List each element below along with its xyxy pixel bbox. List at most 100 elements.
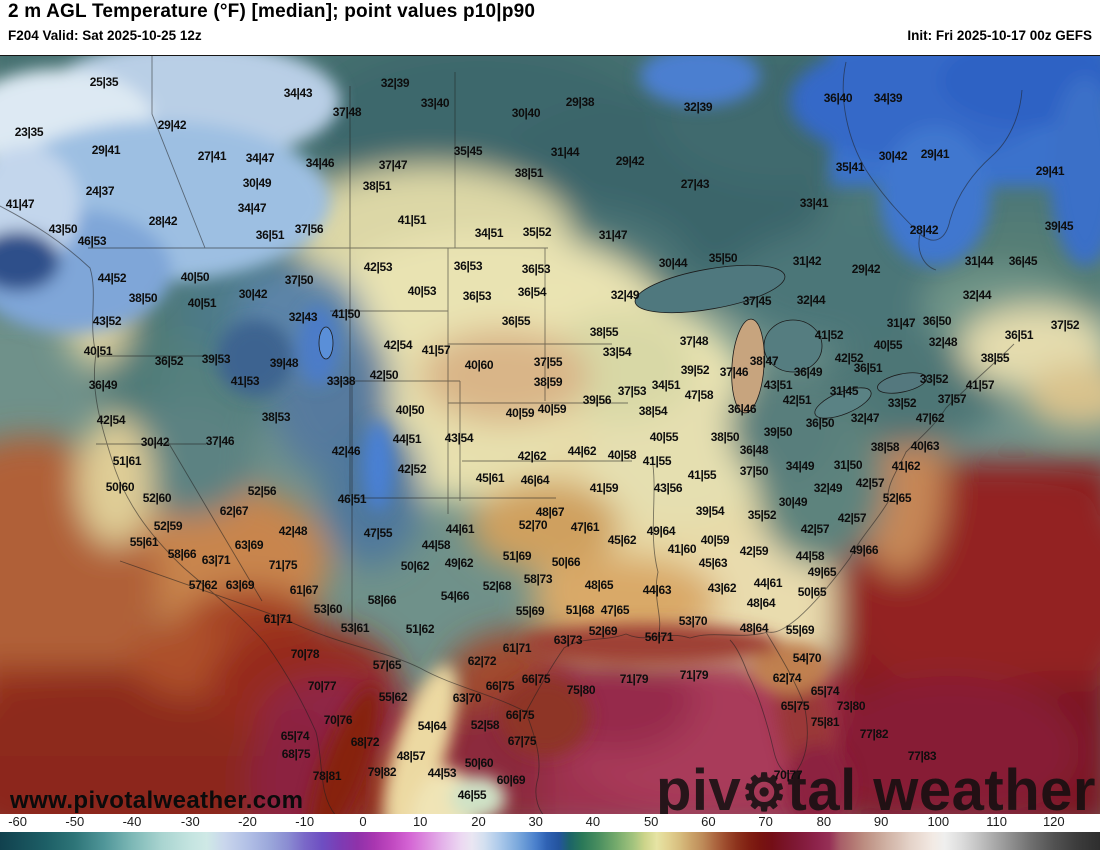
point-value: 41|53: [230, 374, 260, 388]
point-value: 51|62: [405, 622, 435, 636]
point-value: 31|47: [598, 228, 628, 242]
point-value: 53|70: [678, 614, 708, 628]
point-value: 36|49: [88, 378, 118, 392]
point-value: 34|49: [785, 459, 815, 473]
point-value: 41|47: [5, 197, 35, 211]
point-value: 34|46: [305, 156, 335, 170]
point-value: 46|53: [77, 234, 107, 248]
point-value: 36|53: [453, 259, 483, 273]
colorbar-tick: 90: [873, 814, 889, 829]
point-value: 39|53: [201, 352, 231, 366]
point-value: 47|65: [600, 603, 630, 617]
point-value: 57|65: [372, 658, 402, 672]
point-value: 47|61: [570, 520, 600, 534]
gear-icon: ⚙: [741, 764, 788, 816]
point-value: 40|50: [395, 403, 425, 417]
point-value: 40|50: [180, 270, 210, 284]
point-value: 31|44: [964, 254, 994, 268]
lakes: [318, 264, 927, 419]
point-value: 55|62: [378, 690, 408, 704]
point-value: 49|65: [807, 565, 837, 579]
point-value: 30|49: [242, 176, 272, 190]
point-value: 28|42: [148, 214, 178, 228]
point-value: 68|72: [350, 735, 380, 749]
point-value: 49|62: [444, 556, 474, 570]
point-value: 40|59: [537, 402, 567, 416]
point-value: 36|46: [727, 402, 757, 416]
point-value: 55|69: [785, 623, 815, 637]
point-value: 27|43: [680, 177, 710, 191]
colorbar-tick: 40: [585, 814, 601, 829]
point-value: 32|49: [610, 288, 640, 302]
point-value: 50|60: [464, 756, 494, 770]
point-value: 39|45: [1044, 219, 1074, 233]
point-value: 29|38: [565, 95, 595, 109]
point-value: 38|51: [514, 166, 544, 180]
point-value: 71|79: [679, 668, 709, 682]
point-value: 34|51: [651, 378, 681, 392]
point-value: 30|42: [238, 287, 268, 301]
point-value: 34|51: [474, 226, 504, 240]
point-value: 28|42: [909, 223, 939, 237]
point-value: 44|51: [392, 432, 422, 446]
point-value: 36|53: [462, 289, 492, 303]
point-value: 41|51: [397, 213, 427, 227]
point-value: 36|45: [1008, 254, 1038, 268]
point-value: 46|55: [457, 788, 487, 802]
point-value: 37|57: [937, 392, 967, 406]
point-value: 53|60: [313, 602, 343, 616]
point-value: 78|81: [312, 769, 342, 783]
point-value: 23|35: [14, 125, 44, 139]
point-value: 48|57: [396, 749, 426, 763]
init-time-label: Init: Fri 2025-10-17 00z GEFS: [907, 28, 1092, 43]
point-value: 36|51: [1004, 328, 1034, 342]
point-value: 35|45: [453, 144, 483, 158]
point-value: 38|53: [261, 410, 291, 424]
point-value: 39|52: [680, 363, 710, 377]
point-value: 47|58: [684, 388, 714, 402]
point-value: 44|53: [427, 766, 457, 780]
brand-text-pre: piv: [655, 758, 742, 816]
colorbar-gradient: [0, 832, 1100, 850]
point-value: 79|82: [367, 765, 397, 779]
point-value: 33|52: [919, 372, 949, 386]
point-value: 37|55: [533, 355, 563, 369]
colorbar-tick: -20: [238, 814, 257, 829]
point-value: 41|62: [891, 459, 921, 473]
point-value: 66|75: [485, 679, 515, 693]
point-value: 37|45: [742, 294, 772, 308]
point-value: 42|59: [739, 544, 769, 558]
point-value: 71|79: [619, 672, 649, 686]
point-value: 44|52: [97, 271, 127, 285]
point-value: 58|66: [167, 547, 197, 561]
point-value: 67|75: [507, 734, 537, 748]
point-value: 38|54: [638, 404, 668, 418]
point-value: 42|51: [782, 393, 812, 407]
point-value: 30|44: [658, 256, 688, 270]
point-value: 33|54: [602, 345, 632, 359]
point-value: 36|50: [805, 416, 835, 430]
point-value: 65|75: [780, 699, 810, 713]
point-value: 31|45: [829, 384, 859, 398]
point-value: 32|44: [796, 293, 826, 307]
point-value: 50|60: [105, 480, 135, 494]
point-value: 42|53: [363, 260, 393, 274]
point-value: 44|61: [445, 522, 475, 536]
point-value: 38|55: [589, 325, 619, 339]
point-value: 66|75: [521, 672, 551, 686]
point-value: 47|62: [915, 411, 945, 425]
point-value: 51|69: [502, 549, 532, 563]
point-value: 37|46: [205, 434, 235, 448]
point-value: 29|41: [1035, 164, 1065, 178]
point-value: 42|52: [397, 462, 427, 476]
point-value: 40|51: [83, 344, 113, 358]
point-value: 35|52: [747, 508, 777, 522]
point-value: 42|52: [834, 351, 864, 365]
point-value: 36|51: [255, 228, 285, 242]
colorbar-tick: 100: [927, 814, 950, 829]
point-value: 41|50: [331, 307, 361, 321]
point-value: 40|63: [910, 439, 940, 453]
point-value: 65|74: [810, 684, 840, 698]
point-value: 39|56: [582, 393, 612, 407]
